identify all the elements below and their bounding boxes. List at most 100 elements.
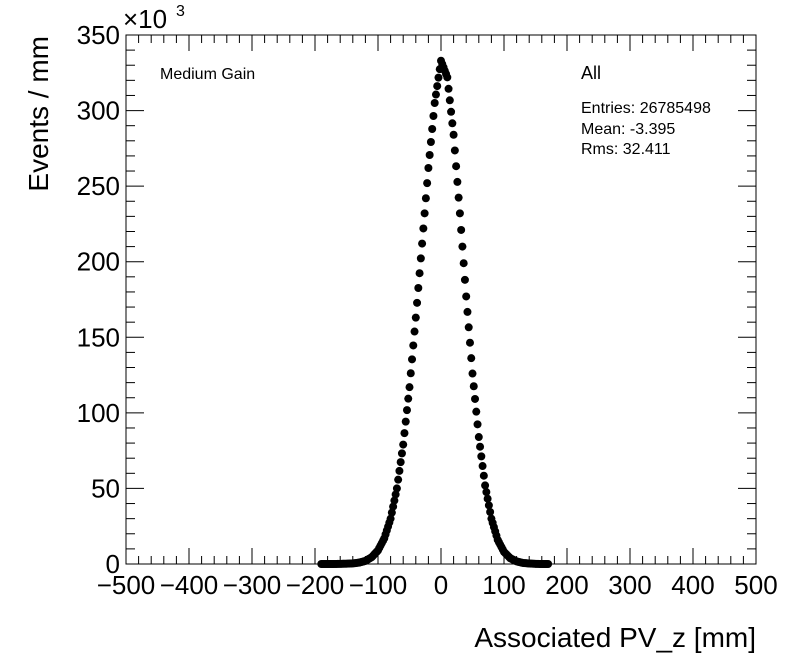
data-point [401, 417, 410, 426]
data-point [389, 502, 398, 511]
data-point [453, 177, 462, 186]
data-point [463, 307, 472, 316]
data-point [482, 488, 491, 497]
y-exponent-base: ×10 [123, 4, 167, 34]
data-point [408, 355, 417, 364]
data-point [394, 475, 403, 484]
x-tick-label: 100 [482, 570, 525, 600]
data-point [469, 382, 478, 391]
y-tick-label: 250 [77, 171, 120, 201]
data-point [391, 490, 400, 499]
data-point [396, 458, 405, 467]
data-point [444, 84, 453, 93]
x-tick-labels: −500 −400 −300 −200 −100 0 100 200 300 400 500 [97, 570, 778, 600]
data-point [431, 90, 440, 99]
data-point [409, 341, 418, 350]
data-point [450, 146, 459, 155]
annotation-medium-gain: Medium Gain [160, 66, 255, 83]
data-point [392, 484, 401, 493]
data-point [473, 420, 482, 429]
data-point [460, 275, 469, 284]
data-point [423, 179, 432, 188]
y-exponent-power: 3 [176, 3, 185, 20]
data-point [386, 514, 395, 523]
data-point [454, 193, 463, 202]
data-point [410, 327, 419, 336]
data-point [465, 338, 474, 347]
x-tick-label: 200 [545, 570, 588, 600]
data-point [425, 151, 434, 160]
stat-entries: Entries: 26785498 [581, 100, 711, 117]
data-point [387, 508, 396, 517]
data-point [464, 323, 473, 332]
data-point [419, 224, 428, 233]
data-point [420, 209, 429, 218]
data-point [472, 407, 481, 416]
data-point [395, 466, 404, 475]
data-point [455, 209, 464, 218]
data-point [467, 354, 476, 363]
data-point [404, 394, 413, 403]
y-axis-label: Events / mm [23, 36, 54, 192]
data-point [459, 259, 468, 268]
x-tick-label: −500 [97, 570, 156, 600]
data-point [483, 494, 492, 503]
data-point [399, 440, 408, 449]
x-tick-label: 300 [608, 570, 651, 600]
data-point [544, 560, 553, 568]
data-point [402, 406, 411, 415]
data-point [430, 99, 439, 108]
data-point [476, 442, 485, 451]
y-tick-label: 100 [77, 398, 120, 428]
data-point [434, 73, 443, 82]
data-point [415, 269, 424, 278]
y-tick-label: 350 [77, 20, 120, 50]
y-tick-label: 50 [91, 473, 120, 503]
data-point [397, 449, 406, 458]
data-point [484, 501, 493, 510]
stat-mean: Mean: -3.395 [581, 121, 675, 138]
data-point [479, 471, 488, 480]
data-point [405, 383, 414, 392]
y-tick-label: 0 [106, 549, 120, 579]
data-point [481, 481, 490, 490]
data-point [462, 292, 471, 301]
data-point [477, 452, 486, 461]
data-point [414, 284, 423, 293]
stat-rms: Rms: 32.411 [581, 141, 671, 158]
data-point [428, 125, 437, 134]
data-point [486, 508, 495, 517]
y-tick-label: 300 [77, 96, 120, 126]
data-point [429, 112, 438, 121]
x-tick-label: −300 [223, 570, 282, 600]
data-point [449, 130, 458, 139]
data-point [433, 82, 442, 91]
data-points [317, 56, 553, 568]
data-point [426, 138, 435, 147]
data-point [416, 254, 425, 263]
data-point [443, 73, 452, 82]
data-point [424, 164, 433, 173]
data-point [411, 313, 420, 322]
y-tick-label: 200 [77, 247, 120, 277]
data-point [468, 369, 477, 378]
data-point [406, 369, 415, 378]
data-point [452, 162, 461, 171]
series-name: All [581, 63, 601, 83]
x-tick-label: −200 [286, 570, 345, 600]
data-point [413, 298, 422, 307]
y-tick-label: 150 [77, 322, 120, 352]
x-tick-label: 0 [434, 570, 448, 600]
data-point [478, 462, 487, 471]
x-tick-label: 400 [671, 570, 714, 600]
data-point [457, 225, 466, 234]
axis-ticks [125, 34, 757, 565]
data-point [458, 242, 467, 251]
data-point [418, 239, 427, 248]
x-tick-label: 500 [734, 570, 777, 600]
data-point [471, 394, 480, 403]
data-point [448, 119, 457, 128]
data-point [390, 496, 399, 505]
data-point [445, 96, 454, 105]
